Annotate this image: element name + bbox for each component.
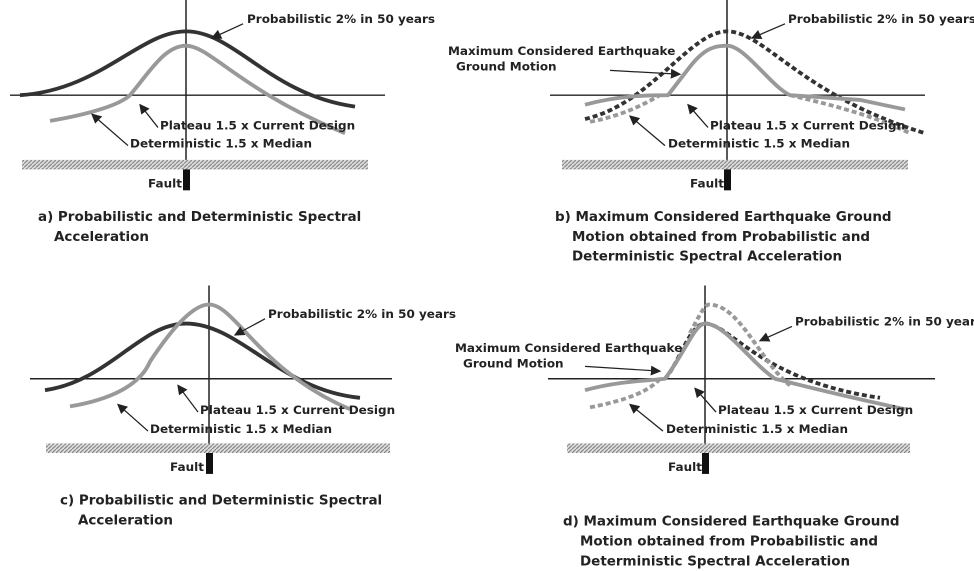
caption: Motion obtained from Probabilistic and bbox=[572, 230, 870, 245]
caption: Deterministic Spectral Acceleration bbox=[580, 555, 850, 570]
caption: c) Probabilistic and Deterministic Spect… bbox=[60, 494, 382, 509]
fault-mark bbox=[724, 169, 731, 190]
probabilistic-label: Probabilistic 2% in 50 years bbox=[788, 12, 974, 26]
arrow bbox=[630, 116, 665, 146]
arrow bbox=[630, 404, 663, 431]
caption: Motion obtained from Probabilistic and bbox=[580, 535, 878, 550]
curve bbox=[45, 324, 360, 398]
caption: Acceleration bbox=[78, 514, 173, 529]
mce-label: Ground Motion bbox=[463, 357, 564, 371]
caption: a) Probabilistic and Deterministic Spect… bbox=[38, 210, 361, 225]
arrow bbox=[760, 326, 792, 340]
mce-label: Ground Motion bbox=[456, 60, 557, 74]
fault-label: Fault bbox=[690, 177, 724, 191]
probabilistic-label: Probabilistic 2% in 50 years bbox=[247, 12, 435, 26]
caption: Acceleration bbox=[54, 230, 149, 245]
arrow bbox=[178, 385, 198, 412]
plateau-label: Plateau 1.5 x Current Design bbox=[200, 403, 395, 417]
arrow bbox=[118, 404, 148, 431]
probabilistic-label: Probabilistic 2% in 50 years bbox=[795, 315, 974, 329]
deterministic-label: Deterministic 1.5 x Median bbox=[150, 422, 332, 436]
fault-label: Fault bbox=[170, 460, 204, 474]
fault-mark bbox=[183, 169, 190, 190]
probabilistic-label: Probabilistic 2% in 50 years bbox=[268, 307, 456, 321]
mce-label: Maximum Considered Earthquake bbox=[448, 44, 675, 58]
mce-label: Maximum Considered Earthquake bbox=[455, 341, 682, 355]
arrow bbox=[212, 24, 243, 38]
arrow bbox=[610, 70, 680, 74]
figure: Fault Probabilistic 2% in 50 years Plateau… bbox=[0, 0, 974, 571]
arrow bbox=[140, 105, 158, 128]
fault-mark bbox=[206, 453, 213, 474]
arrow bbox=[585, 366, 660, 371]
fault-label: Fault bbox=[148, 177, 182, 191]
ground bbox=[46, 443, 390, 453]
plateau-label: Plateau 1.5 x Current Design bbox=[160, 119, 355, 133]
ground bbox=[562, 160, 908, 170]
caption: b) Maximum Considered Earthquake Ground bbox=[555, 210, 892, 225]
plateau-label: Plateau 1.5 x Current Design bbox=[710, 119, 905, 133]
caption: Deterministic Spectral Acceleration bbox=[572, 250, 842, 265]
plateau-label: Plateau 1.5 x Current Design bbox=[718, 403, 913, 417]
deterministic-label: Deterministic 1.5 x Median bbox=[668, 137, 850, 151]
fault-mark bbox=[702, 453, 709, 474]
arrow bbox=[92, 114, 128, 145]
fault-label: Fault bbox=[668, 460, 702, 474]
arrow bbox=[752, 24, 785, 38]
ground bbox=[22, 160, 368, 170]
deterministic-label: Deterministic 1.5 x Median bbox=[666, 422, 848, 436]
caption: d) Maximum Considered Earthquake Ground bbox=[563, 515, 900, 530]
ground bbox=[567, 443, 910, 453]
arrow bbox=[688, 105, 708, 128]
deterministic-label: Deterministic 1.5 x Median bbox=[130, 137, 312, 151]
